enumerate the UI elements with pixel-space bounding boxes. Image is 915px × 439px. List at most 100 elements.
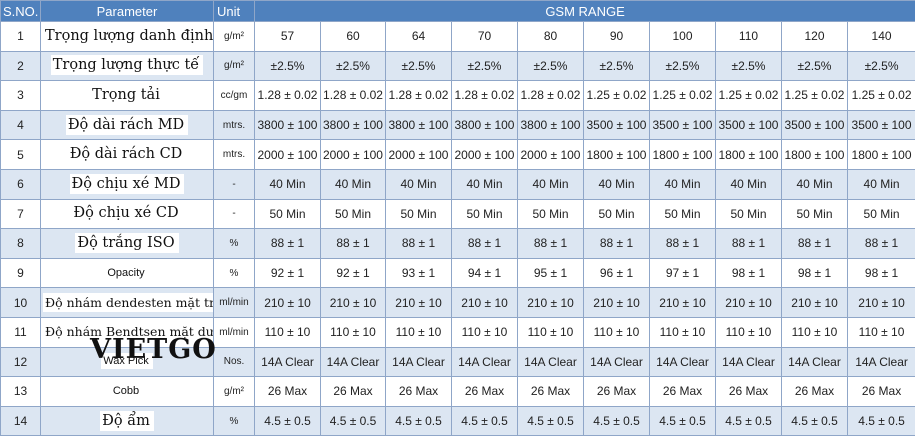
value-cell: 14A Clear: [451, 346, 518, 378]
unit-cell: -: [213, 168, 255, 200]
row-number: 6: [0, 168, 41, 200]
value-cell: 1.25 ± 0.02: [649, 80, 716, 111]
parameter-label: Độ chịu xé MD: [69, 173, 185, 194]
row-number: 4: [0, 109, 41, 141]
table-row: 11 Độ nhám Bendtsen mặt dưới ml/min 110 ± 1…: [0, 316, 915, 348]
value-cell: 210 ± 10: [320, 287, 386, 318]
value-cell: 1800 ± 100: [715, 139, 782, 170]
value-cell: 98 ± 1: [781, 257, 848, 289]
parameter-label: Trọng tải: [90, 84, 164, 105]
value-cell: 88 ± 1: [649, 228, 716, 259]
parameter-cell: Wax Pick: [40, 346, 214, 378]
unit-cell: %: [213, 228, 255, 259]
value-cell: 4.5 ± 0.5: [517, 405, 584, 437]
value-cell: 1800 ± 100: [781, 139, 848, 170]
value-cell: 93 ± 1: [385, 257, 452, 289]
value-cell: 110 ± 10: [451, 316, 518, 348]
parameter-cell: Độ chịu xé MD: [40, 168, 214, 200]
value-cell: 26 Max: [781, 376, 848, 407]
value-cell: 50 Min: [385, 198, 452, 230]
value-cell: ±2.5%: [649, 50, 716, 82]
value-cell: 95 ± 1: [517, 257, 584, 289]
value-cell: 210 ± 10: [715, 287, 782, 318]
value-cell: ±2.5%: [451, 50, 518, 82]
value-cell: 110 ± 10: [649, 316, 716, 348]
value-cell: 110 ± 10: [517, 316, 584, 348]
value-cell: 40 Min: [715, 168, 782, 200]
parameter-cell: Độ dài rách CD: [40, 139, 214, 170]
parameter-cell: Độ dài rách MD: [40, 109, 214, 141]
value-cell: 40 Min: [846, 168, 915, 200]
parameter-label: Trọng lượng danh định: [43, 25, 213, 46]
vietgo-watermark: VIETGO: [90, 334, 217, 365]
value-cell: 4.5 ± 0.5: [451, 405, 518, 437]
parameter-label: Độ nhám dendesten mặt trên: [43, 292, 213, 312]
value-cell: ±2.5%: [517, 50, 584, 82]
value-cell: 1.28 ± 0.02: [320, 80, 386, 111]
value-cell: 210 ± 10: [254, 287, 321, 318]
parameter-label: Trọng lượng thực tế: [50, 55, 204, 76]
value-cell: 26 Max: [254, 376, 321, 407]
value-cell: 50 Min: [254, 198, 321, 230]
unit-cell: g/m²: [213, 50, 255, 82]
value-cell: 40 Min: [320, 168, 386, 200]
parameter-label: Opacity: [105, 264, 149, 281]
value-cell: 2000 ± 100: [254, 139, 321, 170]
value-cell: 110 ± 10: [715, 316, 782, 348]
parameter-label: Độ ẩm: [100, 410, 154, 431]
unit-cell: mtrs.: [213, 109, 255, 141]
value-cell: 210 ± 10: [385, 287, 452, 318]
value-cell: 96 ± 1: [583, 257, 650, 289]
value-cell: 4.5 ± 0.5: [715, 405, 782, 437]
table-row: 3 Trọng tải cc/gm 1.28 ± 0.02 1.28 ± 0.02 1.2…: [0, 80, 915, 111]
parameter-cell: Trọng lượng thực tế: [40, 50, 214, 82]
table-row: 13 Cobb g/m² 26 Max 26 Max 26 Max 26 Max 26 Max…: [0, 376, 915, 407]
value-cell: 3500 ± 100: [649, 109, 716, 141]
row-number: 7: [0, 198, 41, 230]
parameter-cell: Độ trắng ISO: [40, 228, 214, 259]
value-cell: 26 Max: [846, 376, 915, 407]
value-cell: 210 ± 10: [649, 287, 716, 318]
value-cell: 40 Min: [254, 168, 321, 200]
table-row: 14 Độ ẩm% 4.5 ± 0.5 4.5 ± 0.5 4.5 ± 0.5 4.5 ±…: [0, 405, 915, 437]
parameter-cell: Opacity: [40, 257, 214, 289]
value-cell: ±2.5%: [781, 50, 848, 82]
value-cell: 210 ± 10: [781, 287, 848, 318]
value-cell: 3800 ± 100: [320, 109, 386, 141]
value-cell: 40 Min: [517, 168, 584, 200]
parameter-header: Parameter: [40, 0, 214, 22]
unit-cell: Nos.: [213, 346, 255, 378]
value-cell: 1800 ± 100: [649, 139, 716, 170]
unit-cell: g/m²: [213, 376, 255, 407]
table-row: 7 Độ chịu xé CD -50 Min 50 Min 50 Min 50 Min 5…: [0, 198, 915, 230]
value-cell: 98 ± 1: [715, 257, 782, 289]
unit-cell: %: [213, 257, 255, 289]
value-cell: 14A Clear: [320, 346, 386, 378]
value-cell: 110 ± 10: [781, 316, 848, 348]
value-cell: 88 ± 1: [320, 228, 386, 259]
parameter-cell: Độ nhám dendesten mặt trên: [40, 287, 214, 318]
value-cell: 4.5 ± 0.5: [320, 405, 386, 437]
unit-cell: ml/min: [213, 287, 255, 318]
value-cell: 64: [385, 21, 452, 52]
value-cell: 26 Max: [517, 376, 584, 407]
value-cell: 40 Min: [385, 168, 452, 200]
value-cell: 26 Max: [583, 376, 650, 407]
value-cell: ±2.5%: [715, 50, 782, 82]
value-cell: 14A Clear: [254, 346, 321, 378]
value-cell: 4.5 ± 0.5: [583, 405, 650, 437]
row-number: 12: [0, 346, 41, 378]
value-cell: 100: [649, 21, 716, 52]
value-cell: 3800 ± 100: [451, 109, 518, 141]
value-cell: 50 Min: [451, 198, 518, 230]
value-cell: 50 Min: [320, 198, 386, 230]
parameter-cell: Độ ẩm: [40, 405, 214, 437]
value-cell: 94 ± 1: [451, 257, 518, 289]
value-cell: 3800 ± 100: [254, 109, 321, 141]
value-cell: 14A Clear: [715, 346, 782, 378]
value-cell: 88 ± 1: [583, 228, 650, 259]
value-cell: 50 Min: [715, 198, 782, 230]
value-cell: ±2.5%: [254, 50, 321, 82]
value-cell: 110: [715, 21, 782, 52]
unit-cell: ml/min: [213, 316, 255, 348]
